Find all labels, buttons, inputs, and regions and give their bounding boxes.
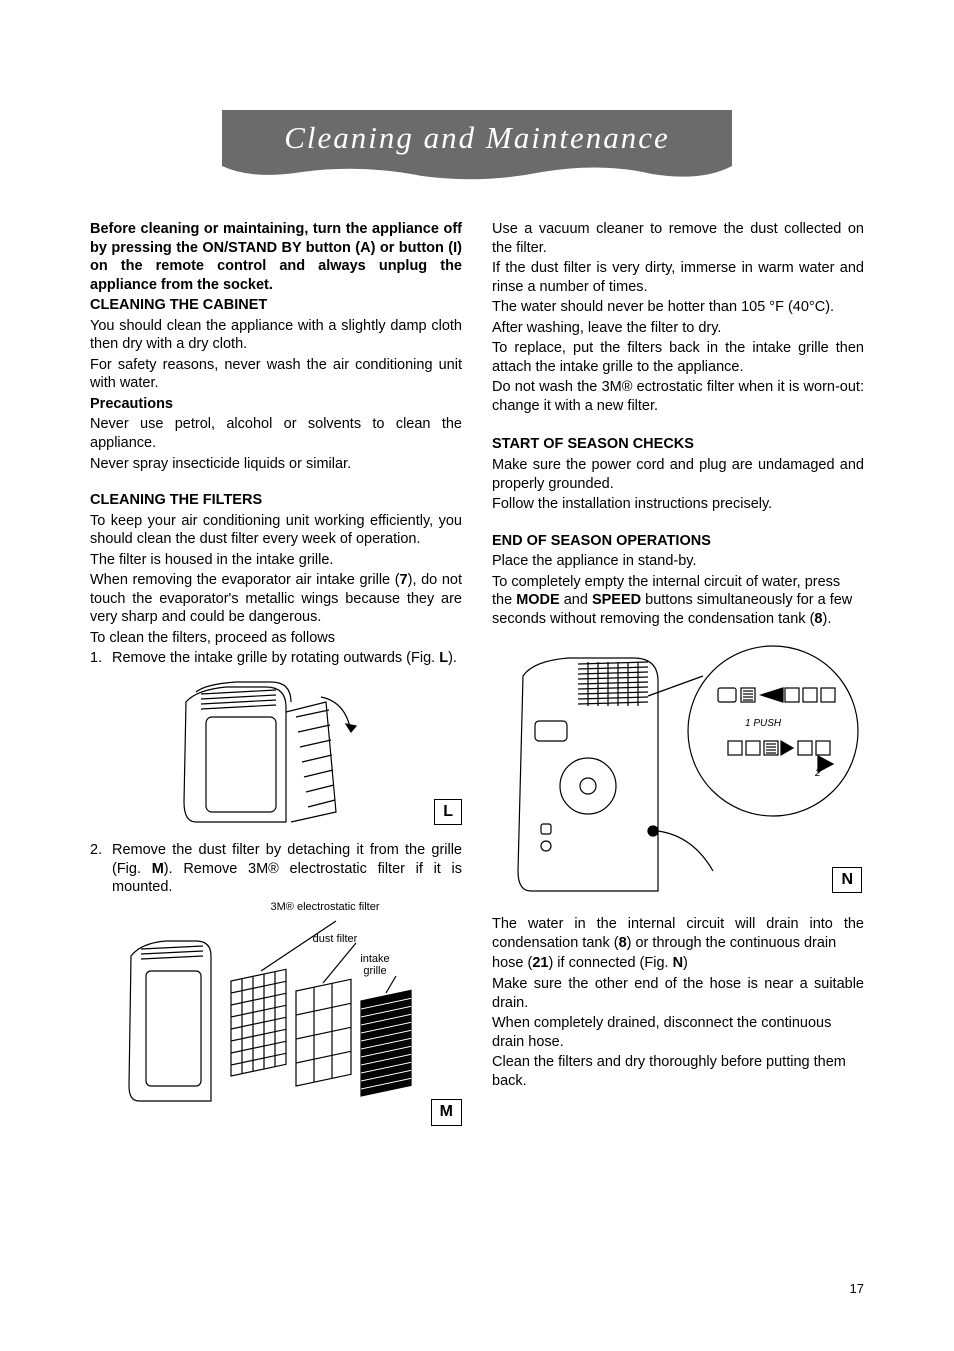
filters-p3-bold: 7 [400, 572, 408, 588]
end-p2-mode: MODE [516, 592, 560, 608]
end-season-p3: The water in the internal circuit will d… [492, 915, 864, 952]
step-2: 2. Remove the dust filter by detaching i… [90, 841, 462, 897]
end-p3b: ) or through the continuous drain [627, 935, 837, 951]
page-number: 17 [850, 1281, 864, 1296]
end-p2-speed: SPEED [592, 592, 641, 608]
step2-bold: M [152, 861, 164, 877]
section-heading-start-season: START OF SEASON CHECKS [492, 435, 864, 454]
end-season-p4: hose (21) if connected (Fig. N) [492, 954, 864, 973]
filters-p1: To keep your air conditioning unit worki… [90, 512, 462, 549]
end-season-p1: Place the appliance in stand-by. [492, 552, 864, 571]
figure-n-push-label: 1 PUSH [745, 718, 782, 729]
figure-l-label: L [434, 799, 462, 825]
figure-m-callout-dust-filter: dust filter [300, 933, 370, 945]
start-season-p2: Follow the installation instructions pre… [492, 495, 864, 514]
section-heading-cabinet: CLEANING THE CABINET [90, 296, 462, 315]
manual-page: Cleaning and Maintenance Before cleaning… [0, 0, 954, 1351]
start-season-p1: Make sure the power cord and plug are un… [492, 456, 864, 493]
end-p4b: ) if connected (Fig. [548, 955, 672, 971]
filters-p3: When removing the evaporator air intake … [90, 571, 462, 627]
step-1: 1. Remove the intake grille by rotating … [90, 649, 462, 668]
title-banner: Cleaning and Maintenance [222, 110, 732, 180]
right-column: Use a vacuum cleaner to remove the dust … [492, 220, 864, 1130]
figure-l-drawing-icon [146, 672, 406, 832]
step1-bold: L [439, 650, 448, 666]
step1b: ). [448, 650, 457, 666]
precautions-p1: Never use petrol, alcohol or solvents to… [90, 415, 462, 452]
section-heading-filters: CLEANING THE FILTERS [90, 491, 462, 510]
end-season-p7: Clean the filters and dry thoroughly bef… [492, 1053, 864, 1090]
filters-p2: The filter is housed in the intake grill… [90, 551, 462, 570]
content-columns: Before cleaning or maintaining, turn the… [90, 220, 864, 1130]
figure-m-label: M [431, 1099, 462, 1125]
end-p2d: ). [823, 611, 832, 627]
step2b: ). Remove 3M® electrostatic filter if it… [112, 861, 462, 896]
cabinet-p2: For safety reasons, never wash the air c… [90, 356, 462, 393]
step1-number: 1. [90, 649, 112, 668]
right-p6: Do not wash the 3M® ectrostatic filter w… [492, 378, 864, 415]
filters-p4: To clean the filters, proceed as follows [90, 629, 462, 648]
end-season-p5: Make sure the other end of the hose is n… [492, 975, 864, 1012]
right-p4: After washing, leave the filter to dry. [492, 319, 864, 338]
end-p4c: ) [683, 955, 688, 971]
intro-text: Before cleaning or maintaining, turn the… [90, 220, 462, 294]
end-season-p6: When completely drained, disconnect the … [492, 1014, 864, 1051]
figure-m-drawing-icon [111, 901, 441, 1116]
banner-shadow-icon [222, 166, 732, 184]
figure-l: L [90, 672, 462, 837]
figure-n-drawing-icon: 1 PUSH 2 [493, 636, 863, 901]
right-p1: Use a vacuum cleaner to remove the dust … [492, 220, 864, 257]
filters-p3a: When removing the evaporator air intake … [90, 572, 400, 588]
precautions-p2: Never spray insecticide liquids or simil… [90, 455, 462, 474]
end-season-p2: To completely empty the internal circuit… [492, 573, 864, 629]
cabinet-p1: You should clean the appliance with a sl… [90, 317, 462, 354]
end-p2b: and [560, 592, 592, 608]
figure-n-label: N [832, 867, 862, 893]
step1-text: Remove the intake grille by rotating out… [112, 649, 462, 668]
figure-m: 3M® electrostatic filter dust filter int… [90, 901, 462, 1126]
end-p4-N: N [673, 955, 683, 971]
end-p4-21: 21 [532, 955, 548, 971]
banner-title: Cleaning and Maintenance [222, 110, 732, 166]
step2-text: Remove the dust filter by detaching it f… [112, 841, 462, 897]
step1a: Remove the intake grille by rotating out… [112, 650, 439, 666]
right-p3: The water should never be hotter than 10… [492, 298, 864, 317]
end-p2-8: 8 [814, 611, 822, 627]
left-column: Before cleaning or maintaining, turn the… [90, 220, 462, 1130]
figure-m-callout-intake-grille: intake grille [350, 953, 400, 977]
step2-number: 2. [90, 841, 112, 897]
end-p3-8: 8 [619, 935, 627, 951]
figure-m-callout-3m-filter: 3M® electrostatic filter [260, 901, 390, 913]
figure-n: 1 PUSH 2 N [492, 636, 864, 911]
precautions-heading: Precautions [90, 395, 462, 414]
section-heading-end-season: END OF SEASON OPERATIONS [492, 532, 864, 551]
figure-n-2-label: 2 [814, 768, 821, 779]
right-p2: If the dust filter is very dirty, immers… [492, 259, 864, 296]
end-p4a: hose ( [492, 955, 532, 971]
right-p5: To replace, put the filters back in the … [492, 339, 864, 376]
